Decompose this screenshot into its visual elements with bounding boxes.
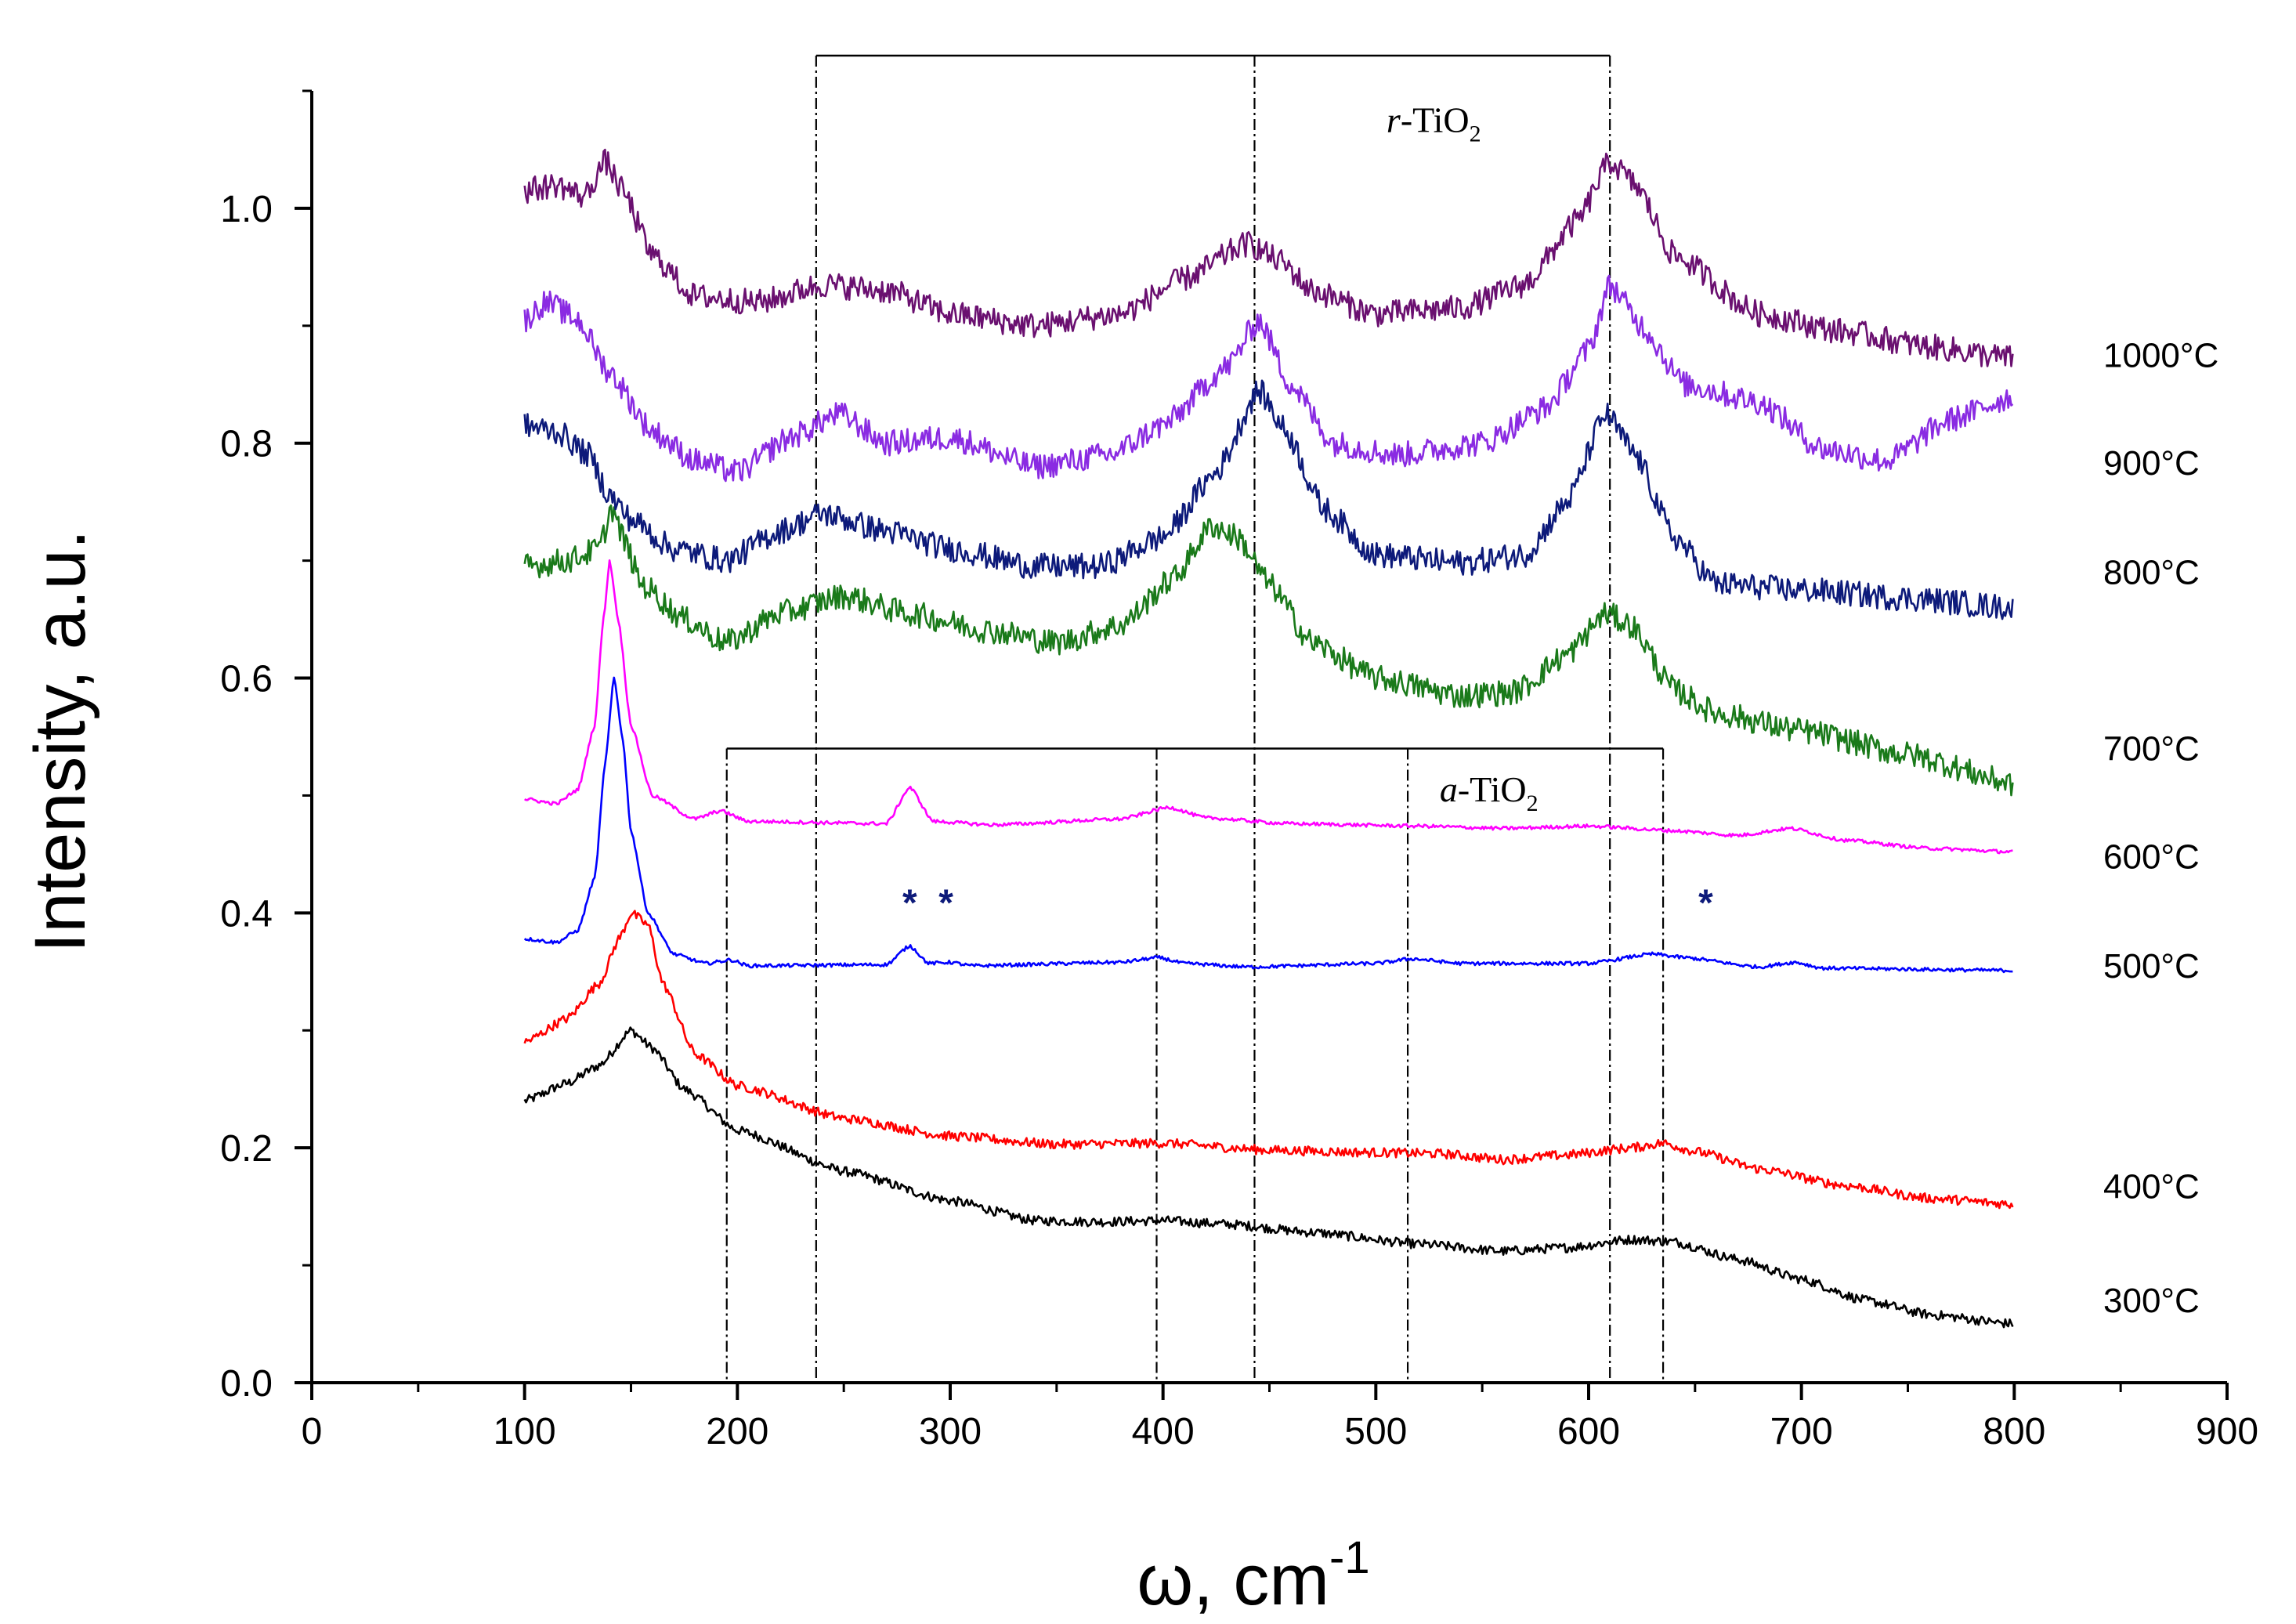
x-axis-title: ω, cm-1 (1137, 1532, 1369, 1620)
axes (310, 91, 2227, 1384)
x-axis-title-superscript: -1 (1329, 1532, 1370, 1583)
y-tick-label: 0.6 (220, 659, 273, 700)
series-label: 900°C (2103, 444, 2200, 483)
series-line (523, 504, 2014, 797)
x-tick-label: 700 (1770, 1411, 1833, 1452)
phase-label-italic: r (1387, 99, 1401, 139)
series-labels: 300°C 400°C 500°C 600°C 700°C 800°C 900°C 1000°… (2103, 336, 2218, 1320)
peak-annotation: * (1698, 882, 1713, 924)
series-group (523, 148, 2014, 1329)
phase-label: a-TiO2 (1440, 769, 1539, 816)
series-line (524, 559, 2013, 855)
series-label: 500°C (2103, 947, 2200, 986)
x-tick-label: 600 (1557, 1411, 1620, 1452)
x-tick-label: 300 (919, 1411, 982, 1452)
series-line (523, 676, 2013, 974)
x-tick-label: 0 (302, 1411, 323, 1452)
series-line (523, 379, 2014, 620)
series-line (523, 148, 2014, 367)
y-tick-label: 0.0 (220, 1363, 273, 1405)
phase-label-main: -TiO (1458, 769, 1527, 809)
phase-label-italic: a (1440, 769, 1458, 809)
y-tick-label: 1.0 (220, 189, 273, 230)
x-tick-label: 400 (1132, 1411, 1195, 1452)
phase-label-sub: 2 (1527, 790, 1539, 816)
x-tick-label: 500 (1344, 1411, 1407, 1452)
series-label: 1000°C (2103, 336, 2218, 374)
x-tick-label: 200 (706, 1411, 768, 1452)
x-axis-title-main: ω, cm (1137, 1540, 1329, 1620)
phase-label: r-TiO2 (1387, 99, 1481, 146)
series-line (523, 1026, 2014, 1329)
series-line (523, 274, 2014, 483)
series-label: 600°C (2103, 837, 2200, 876)
x-tick-label: 100 (494, 1411, 556, 1452)
phase-label-sub: 2 (1470, 121, 1481, 146)
series-line (523, 910, 2014, 1210)
y-tick-label: 0.4 (220, 893, 273, 935)
ticks: 0 100 200 300 400 500 600 700 800 900 0.0 0.2 0.4 0.6… (220, 89, 2258, 1452)
annotations: * * * (902, 882, 1713, 924)
x-tick-label: 800 (1983, 1411, 2045, 1452)
series-label: 400°C (2103, 1168, 2200, 1206)
peak-annotation: * (938, 882, 953, 924)
series-label: 700°C (2103, 729, 2200, 768)
y-tick-label: 0.2 (220, 1128, 273, 1170)
y-tick-label: 0.8 (220, 424, 273, 465)
x-tick-label: 900 (2196, 1411, 2258, 1452)
series-label: 300°C (2103, 1282, 2200, 1320)
y-axis-title: Intensity, a.u. (20, 530, 100, 953)
series-label: 800°C (2103, 554, 2200, 592)
peak-annotation: * (902, 882, 917, 924)
phase-label-main: -TiO (1401, 99, 1470, 139)
